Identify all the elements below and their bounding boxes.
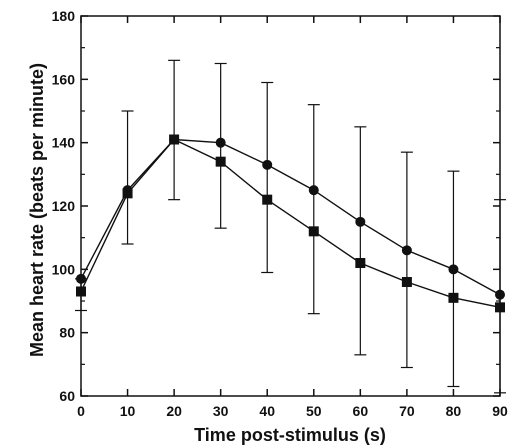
y-tick-label: 160 <box>52 71 76 87</box>
x-tick-label: 70 <box>399 403 415 419</box>
x-tick-label: 0 <box>77 403 85 419</box>
x-tick-label: 40 <box>259 403 275 419</box>
square-marker <box>355 258 366 268</box>
x-axis-title: Time post-stimulus (s) <box>194 425 386 445</box>
series-markers <box>76 134 505 313</box>
x-tick-label: 50 <box>306 403 322 419</box>
x-tick-label: 30 <box>213 403 229 419</box>
y-tick-label: 120 <box>52 198 76 214</box>
circle-marker <box>308 185 319 196</box>
y-tick-label: 140 <box>52 135 76 151</box>
series-line-circle <box>80 138 501 296</box>
circle-marker <box>448 264 459 275</box>
square-marker <box>169 134 180 145</box>
y-axis-title: Mean heart rate (beats per minute) <box>27 63 47 357</box>
circle-marker <box>401 245 412 256</box>
tick-labels: 60 80 100 120 140 160 180 0 10 20 30 40 50 60 70 80 90 <box>52 8 508 419</box>
axes <box>80 15 501 397</box>
series-lines <box>80 138 501 308</box>
square-marker <box>308 226 319 237</box>
x-tick-label: 60 <box>353 403 369 419</box>
y-tick-label: 100 <box>52 261 76 277</box>
square-marker <box>401 277 412 287</box>
x-tick-label: 90 <box>492 403 508 419</box>
square-marker <box>448 292 459 303</box>
plot-frame <box>80 15 501 397</box>
y-tick-label: 80 <box>59 325 75 341</box>
y-tick-label: 60 <box>59 388 75 404</box>
circle-marker <box>355 216 366 227</box>
x-tick-label: 80 <box>446 403 462 419</box>
series-line-square <box>80 138 501 308</box>
x-tick-label: 20 <box>166 403 182 419</box>
square-marker <box>215 156 226 167</box>
square-marker <box>122 188 133 199</box>
y-tick-label: 180 <box>52 8 76 24</box>
circle-marker <box>215 137 226 148</box>
x-tick-label: 10 <box>120 403 136 419</box>
circle-marker <box>262 159 273 170</box>
error-bars <box>75 59 506 394</box>
square-marker <box>262 194 273 205</box>
